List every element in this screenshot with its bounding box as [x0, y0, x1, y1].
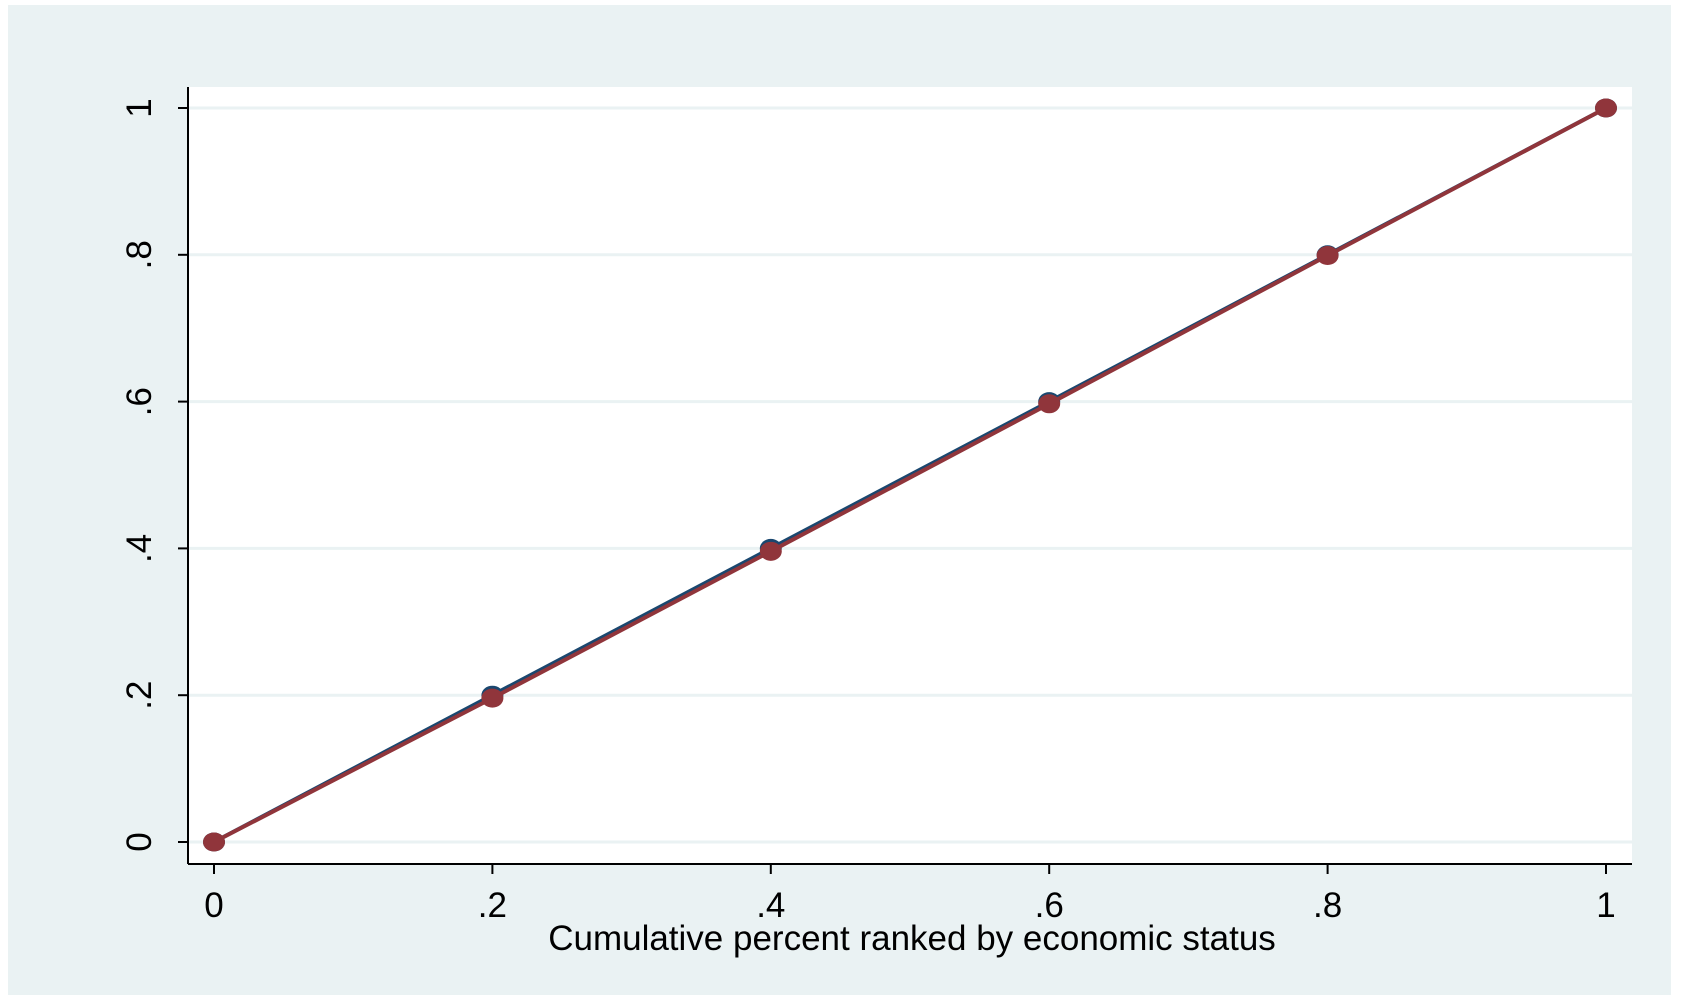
series-1-point-5 [1595, 98, 1617, 118]
x-axis-label: Cumulative percent ranked by economic st… [548, 919, 1276, 958]
x-tick-label-3: .6 [1035, 886, 1064, 925]
series-1-point-1 [481, 688, 504, 708]
x-tick-label-1: .2 [478, 886, 507, 925]
axes [178, 87, 1632, 874]
x-tick-label-0: 0 [204, 886, 223, 925]
gridlines [189, 106, 1632, 844]
y-tick-label-1: .2 [120, 681, 159, 710]
tick-labels: 0 .2 .4 .6 .8 1 0 .2 .4 .6 .8 1 [120, 98, 1616, 925]
y-tick-label-5: 1 [120, 98, 159, 117]
series-1-line [213, 106, 1607, 844]
series-1-point-2 [759, 541, 782, 561]
series-1-point-4 [1316, 246, 1339, 266]
x-tick-label-2: .4 [756, 886, 785, 925]
y-tick-label-0: 0 [120, 832, 159, 851]
y-tick-label-4: .8 [120, 240, 159, 269]
x-tick-label-5: 1 [1596, 886, 1615, 925]
series-1-point-3 [1038, 394, 1061, 414]
x-tick-label-4: .8 [1313, 886, 1342, 925]
y-tick-label-2: .4 [120, 534, 159, 563]
series-1-point-0 [203, 832, 225, 852]
y-tick-label-3: .6 [120, 387, 159, 416]
series-layer [203, 98, 1617, 852]
